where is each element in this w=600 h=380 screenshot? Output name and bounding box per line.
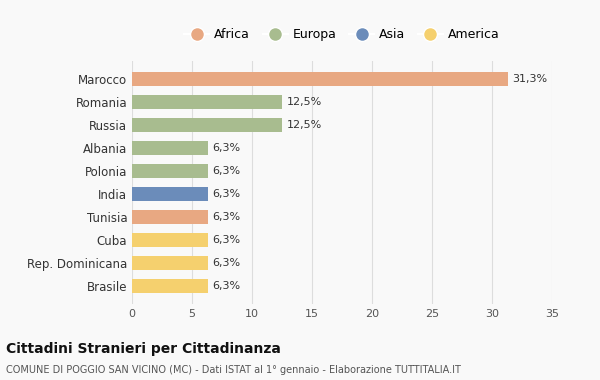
Text: 6,3%: 6,3% — [212, 281, 241, 291]
Bar — [132, 279, 208, 293]
Text: 6,3%: 6,3% — [212, 258, 241, 268]
Text: 6,3%: 6,3% — [212, 166, 241, 176]
Text: 6,3%: 6,3% — [212, 189, 241, 199]
Bar — [132, 256, 208, 270]
Text: COMUNE DI POGGIO SAN VICINO (MC) - Dati ISTAT al 1° gennaio - Elaborazione TUTTI: COMUNE DI POGGIO SAN VICINO (MC) - Dati … — [6, 365, 461, 375]
Text: 12,5%: 12,5% — [287, 120, 322, 130]
Text: 6,3%: 6,3% — [212, 143, 241, 153]
Bar — [132, 164, 208, 178]
Text: 31,3%: 31,3% — [512, 74, 548, 84]
Bar — [132, 72, 508, 86]
Bar — [132, 210, 208, 224]
Text: 12,5%: 12,5% — [287, 97, 322, 107]
Bar — [132, 233, 208, 247]
Bar — [132, 187, 208, 201]
Bar — [132, 95, 282, 109]
Text: 6,3%: 6,3% — [212, 235, 241, 245]
Text: 6,3%: 6,3% — [212, 212, 241, 222]
Bar — [132, 141, 208, 155]
Legend: Africa, Europa, Asia, America: Africa, Europa, Asia, America — [179, 23, 505, 46]
Bar — [132, 118, 282, 132]
Text: Cittadini Stranieri per Cittadinanza: Cittadini Stranieri per Cittadinanza — [6, 342, 281, 356]
